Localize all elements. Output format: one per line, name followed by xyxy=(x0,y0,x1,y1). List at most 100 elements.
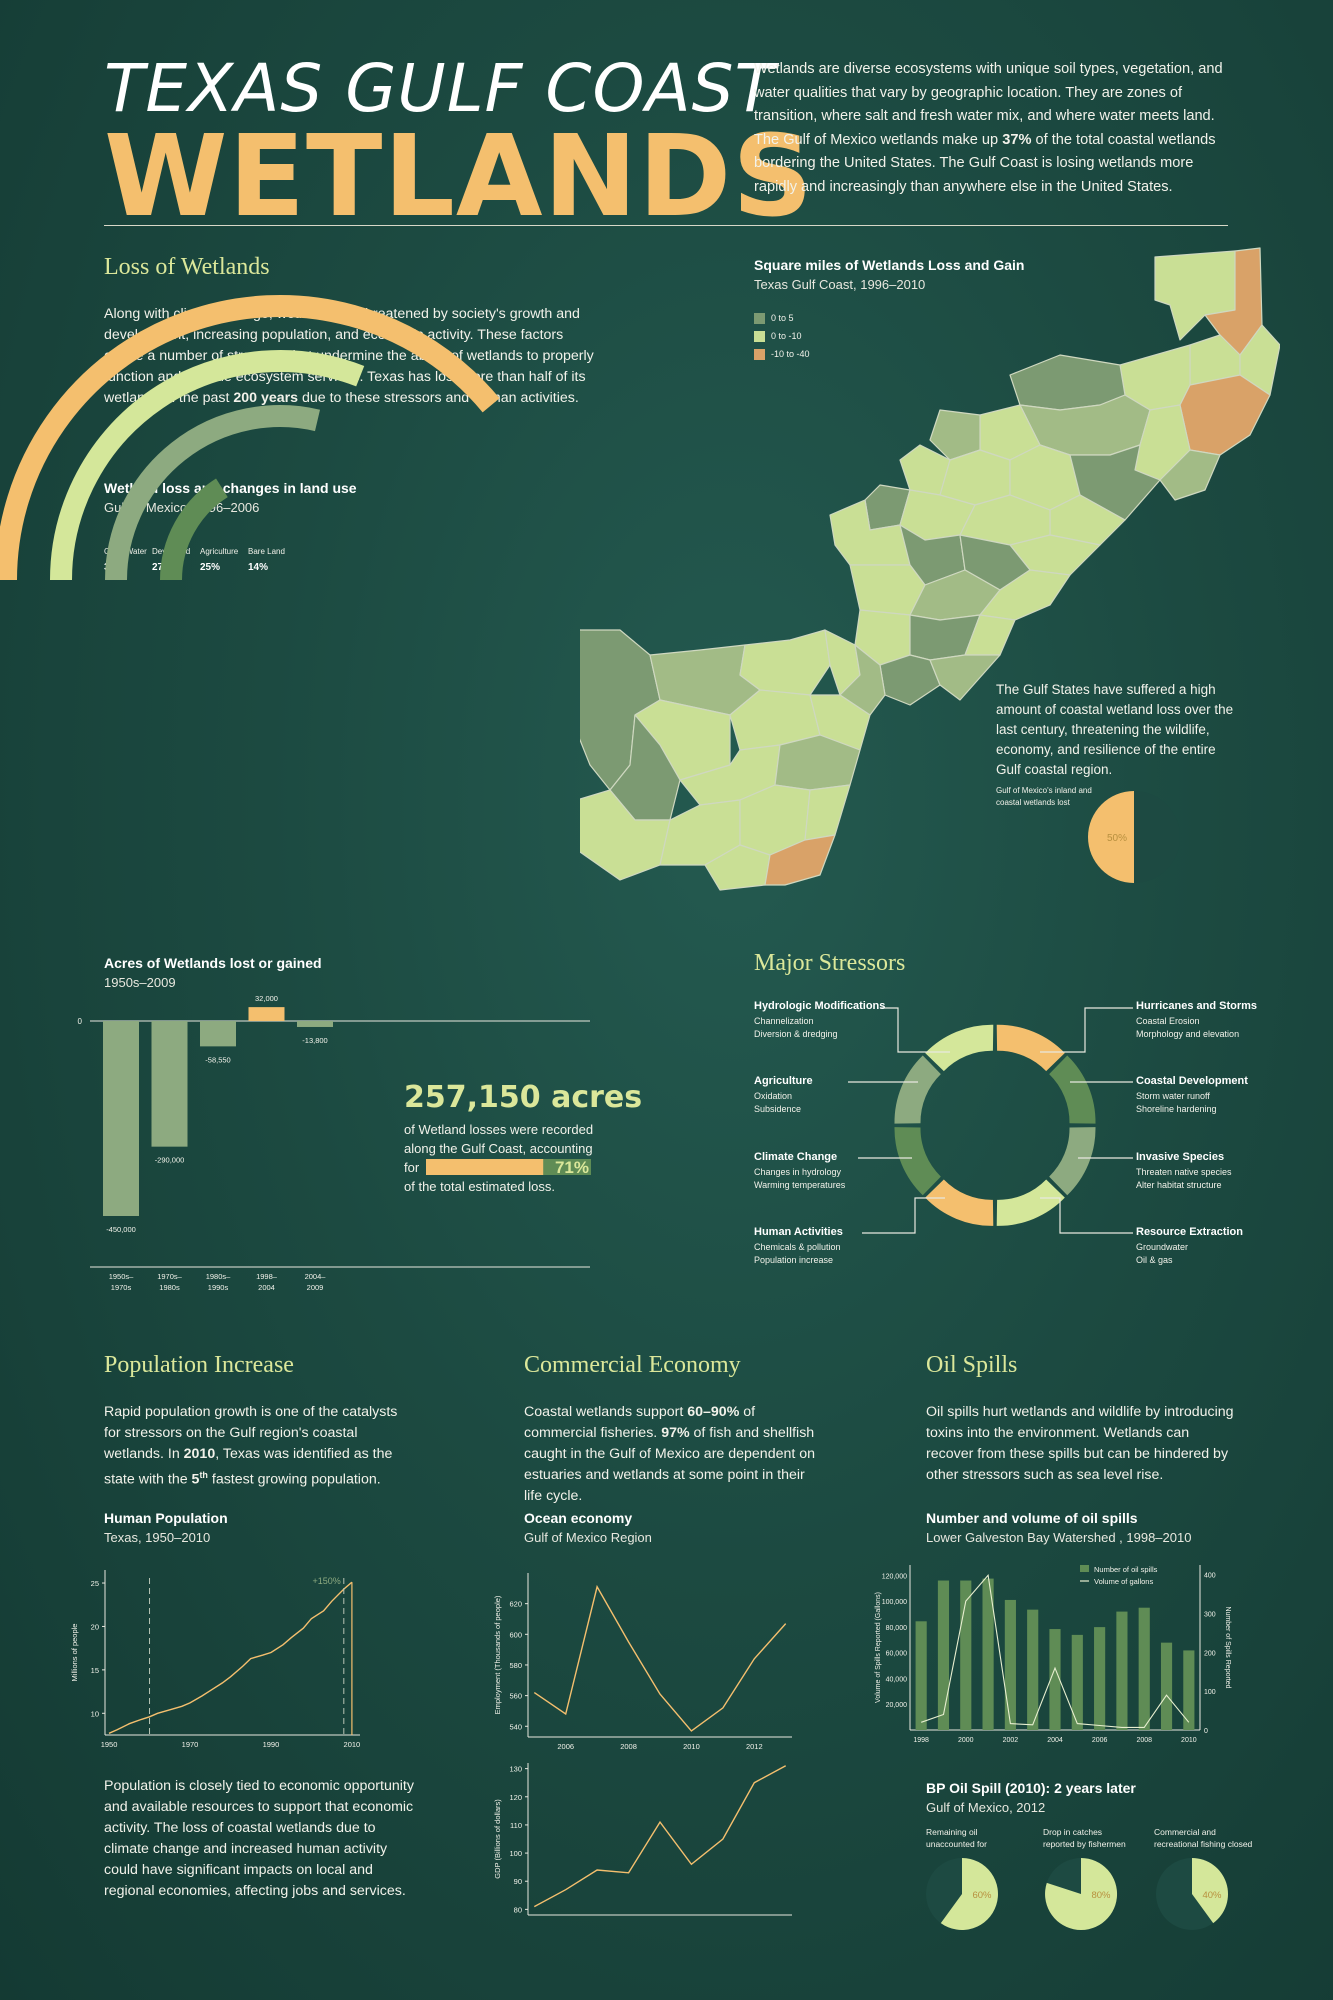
acres-chart-subtitle: 1950s–2009 xyxy=(104,975,176,990)
spill-count-bar xyxy=(937,1580,950,1730)
right-tick-label: 200 xyxy=(1204,1650,1216,1657)
population-line-chart: 10 15 20 25 1950 1970 1990 2010 Millions of peop… xyxy=(70,1570,360,1749)
spill-count-bar xyxy=(1183,1650,1195,1730)
bar-category-label: 1998– xyxy=(256,1272,278,1281)
pie-percent-label: 80% xyxy=(1091,1890,1111,1901)
population-paragraph: Rapid population growth is one of the ca… xyxy=(104,1404,398,1488)
spill-count-bar xyxy=(1071,1634,1083,1730)
bp-pies: 60% 80% 40% xyxy=(926,1858,1229,1930)
bar-category-label: 1990s xyxy=(208,1283,229,1292)
x-tick-label: 2012 xyxy=(746,1742,763,1751)
zero-tick-label: 0 xyxy=(78,1017,83,1026)
spill-count-bar xyxy=(982,1578,994,1730)
stressor-detail: Warming temperatures xyxy=(754,1180,846,1190)
spill-count-bar xyxy=(1116,1611,1128,1730)
left-tick-label: 100,000 xyxy=(882,1599,907,1606)
bar-value-label: 32,000 xyxy=(255,994,278,1003)
stressor-detail: Population increase xyxy=(754,1255,834,1265)
bar-category-label: 1980s xyxy=(159,1283,180,1292)
acres-callout-value: 257,150 acres xyxy=(404,1080,643,1115)
radial-bar xyxy=(50,350,365,581)
legend-item: -10 to -40 xyxy=(754,346,810,362)
bar-value-label: -58,550 xyxy=(205,1055,230,1064)
x-tick-label: 1970 xyxy=(182,1740,199,1749)
stressor-agriculture: Agriculture Oxidation Subsidence xyxy=(754,1075,813,1114)
bar-category-label: 1970s– xyxy=(157,1272,182,1281)
stressor-detail: Chemicals & pollution xyxy=(754,1242,841,1252)
y-axis-label: GDP (Billions of dollars) xyxy=(493,1799,502,1879)
bar-category-label: 1980s– xyxy=(206,1272,231,1281)
bp-subtitle: Gulf of Mexico, 2012 xyxy=(926,1800,1046,1815)
stressors-heading: Major Stressors xyxy=(754,950,906,976)
map-region xyxy=(1159,449,1221,501)
stressor-title: Hydrologic Modifications xyxy=(754,1000,886,1012)
legend-swatch xyxy=(754,348,765,360)
spill-count-bar xyxy=(960,1580,972,1730)
stressor-detail: Threaten native species xyxy=(1136,1167,1232,1177)
data-line xyxy=(533,1584,787,1732)
stressor-hydrologic: Hydrologic Modifications Channelization Di… xyxy=(754,1000,885,1039)
x-tick-label: 1990 xyxy=(263,1740,280,1749)
oilspill-chart-title: Number and volume of oil spills xyxy=(926,1510,1138,1526)
y-tick-label: 15 xyxy=(91,1666,99,1675)
donut-segment xyxy=(996,1179,1065,1226)
left-tick-label: 80,000 xyxy=(886,1625,908,1632)
y-tick-label: 120 xyxy=(509,1793,522,1802)
stressor-connectors xyxy=(848,1007,1133,1234)
pie-percent-label: 40% xyxy=(1202,1890,1222,1901)
radial-value-label: 25% xyxy=(200,562,220,573)
y-tick-label: 10 xyxy=(91,1709,99,1718)
left-tick-label: 60,000 xyxy=(886,1651,908,1658)
population-paragraph-2: Population is closely tied to economic o… xyxy=(104,1778,414,1899)
donut-segment xyxy=(925,1179,994,1226)
title-line-1: TEXAS GULF COAST xyxy=(104,50,776,127)
map-legend: 0 to 5 0 to -10 -10 to -40 xyxy=(754,310,810,362)
donut-segment xyxy=(894,1126,942,1196)
header-divider xyxy=(104,225,1228,226)
stressors-donut-diagram xyxy=(848,1007,1133,1234)
population-chart-title: Human Population xyxy=(104,1510,228,1526)
radial-category-label: Agriculture xyxy=(200,547,239,556)
pie-slice xyxy=(1045,1858,1118,1930)
title-line-2: WETLANDS xyxy=(104,112,814,242)
ocean-gdp-chart: 80 90 100 110 120 130 GDP (Billions of dollars… xyxy=(493,1763,792,1916)
right-tick-label: 0 xyxy=(1204,1728,1208,1735)
bar-category-label: 1970s xyxy=(111,1283,132,1292)
stressor-detail: Coastal Erosion xyxy=(1136,1016,1200,1026)
stressor-detail: Shoreline hardening xyxy=(1136,1104,1217,1114)
y-tick-label: 540 xyxy=(509,1722,522,1731)
wetland-pie-label: Gulf of Mexico's inland and coastal wetl… xyxy=(996,786,1092,807)
ocean-chart-title: Ocean economy xyxy=(524,1510,633,1526)
y-tick-label: 90 xyxy=(514,1877,522,1886)
legend-swatch xyxy=(754,312,765,324)
bar xyxy=(151,1021,188,1147)
x-tick-label: 1950 xyxy=(101,1740,118,1749)
economy-heading: Commercial Economy xyxy=(524,1352,741,1378)
left-axis-label: Volume of Spills Reported (Gallons) xyxy=(875,1592,882,1703)
intro-text: Wetlands are diverse ecosystems with uni… xyxy=(754,61,1223,195)
spill-count-bar xyxy=(1004,1599,1016,1730)
stressor-detail: Storm water runoff xyxy=(1136,1091,1210,1101)
y-axis-label: Millions of people xyxy=(70,1624,79,1682)
bar-value-label: -450,000 xyxy=(106,1225,136,1234)
percent-bar-fill xyxy=(426,1159,544,1175)
radial-bar xyxy=(0,295,500,581)
bar xyxy=(248,1007,285,1021)
map-region xyxy=(580,789,671,881)
map-region xyxy=(1239,324,1280,396)
donut-segment xyxy=(894,1055,942,1124)
donut-segment xyxy=(925,1024,994,1072)
stressor-invasive: Invasive Species Threaten native species A… xyxy=(1136,1151,1232,1190)
y-tick-label: 130 xyxy=(509,1765,522,1774)
bar xyxy=(103,1021,139,1216)
bp-label-2: Drop in catches reported by fishermen xyxy=(1043,1827,1126,1849)
stressor-title: Agriculture xyxy=(754,1075,813,1087)
volume-line xyxy=(921,1574,1190,1728)
x-tick-label: 1998 xyxy=(913,1737,929,1744)
oilspill-chart-subtitle: Lower Galveston Bay Watershed , 1998–201… xyxy=(926,1530,1192,1545)
bp-label-1: Remaining oil unaccounted for xyxy=(926,1827,987,1849)
x-tick-label: 2008 xyxy=(1136,1737,1152,1744)
ocean-chart-subtitle: Gulf of Mexico Region xyxy=(524,1530,652,1545)
legend-label: -10 to -40 xyxy=(771,349,810,359)
